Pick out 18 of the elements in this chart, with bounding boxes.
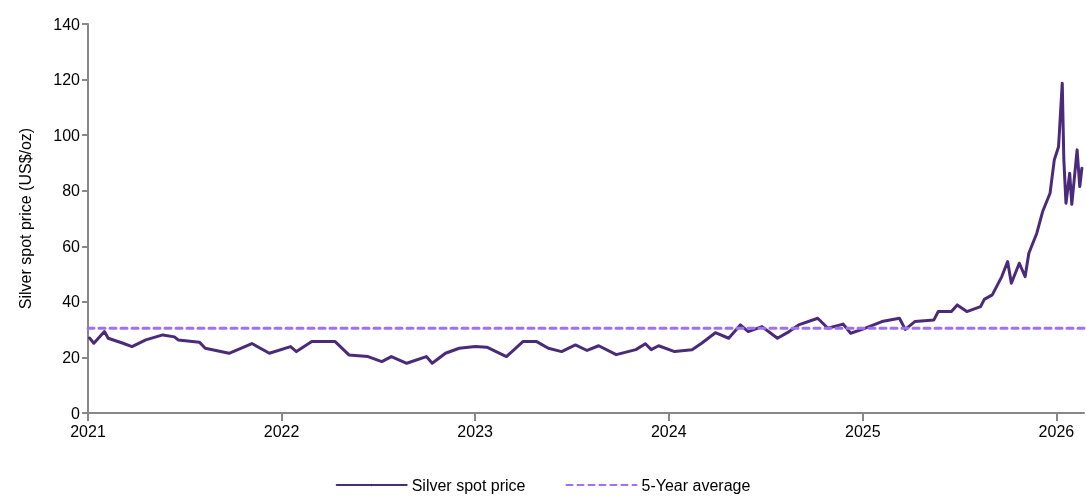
x-tick-label: 2024 bbox=[650, 422, 687, 440]
x-tick-label: 2026 bbox=[1038, 422, 1075, 440]
legend-label: Silver spot price bbox=[411, 476, 526, 494]
y-tick-label: 100 bbox=[53, 126, 81, 144]
y-tick-label: 60 bbox=[62, 237, 81, 255]
x-tick-label: 2025 bbox=[845, 422, 881, 440]
y-tick-label: 20 bbox=[62, 348, 81, 366]
y-axis-title: Silver spot price (US$/oz) bbox=[16, 127, 34, 310]
y-tick-label: 80 bbox=[62, 182, 81, 200]
y-tick-label: 40 bbox=[62, 293, 81, 311]
y-tick-label: 0 bbox=[71, 404, 81, 422]
y-tick-label: 120 bbox=[53, 71, 81, 89]
x-tick-label: 2023 bbox=[457, 422, 494, 440]
line-series bbox=[88, 81, 1084, 365]
y-tick-label: 140 bbox=[53, 15, 81, 33]
x-tick-label: 2022 bbox=[263, 422, 300, 440]
legend-label: 5-Year average bbox=[641, 476, 751, 494]
x-tick-label: 2021 bbox=[70, 422, 106, 440]
